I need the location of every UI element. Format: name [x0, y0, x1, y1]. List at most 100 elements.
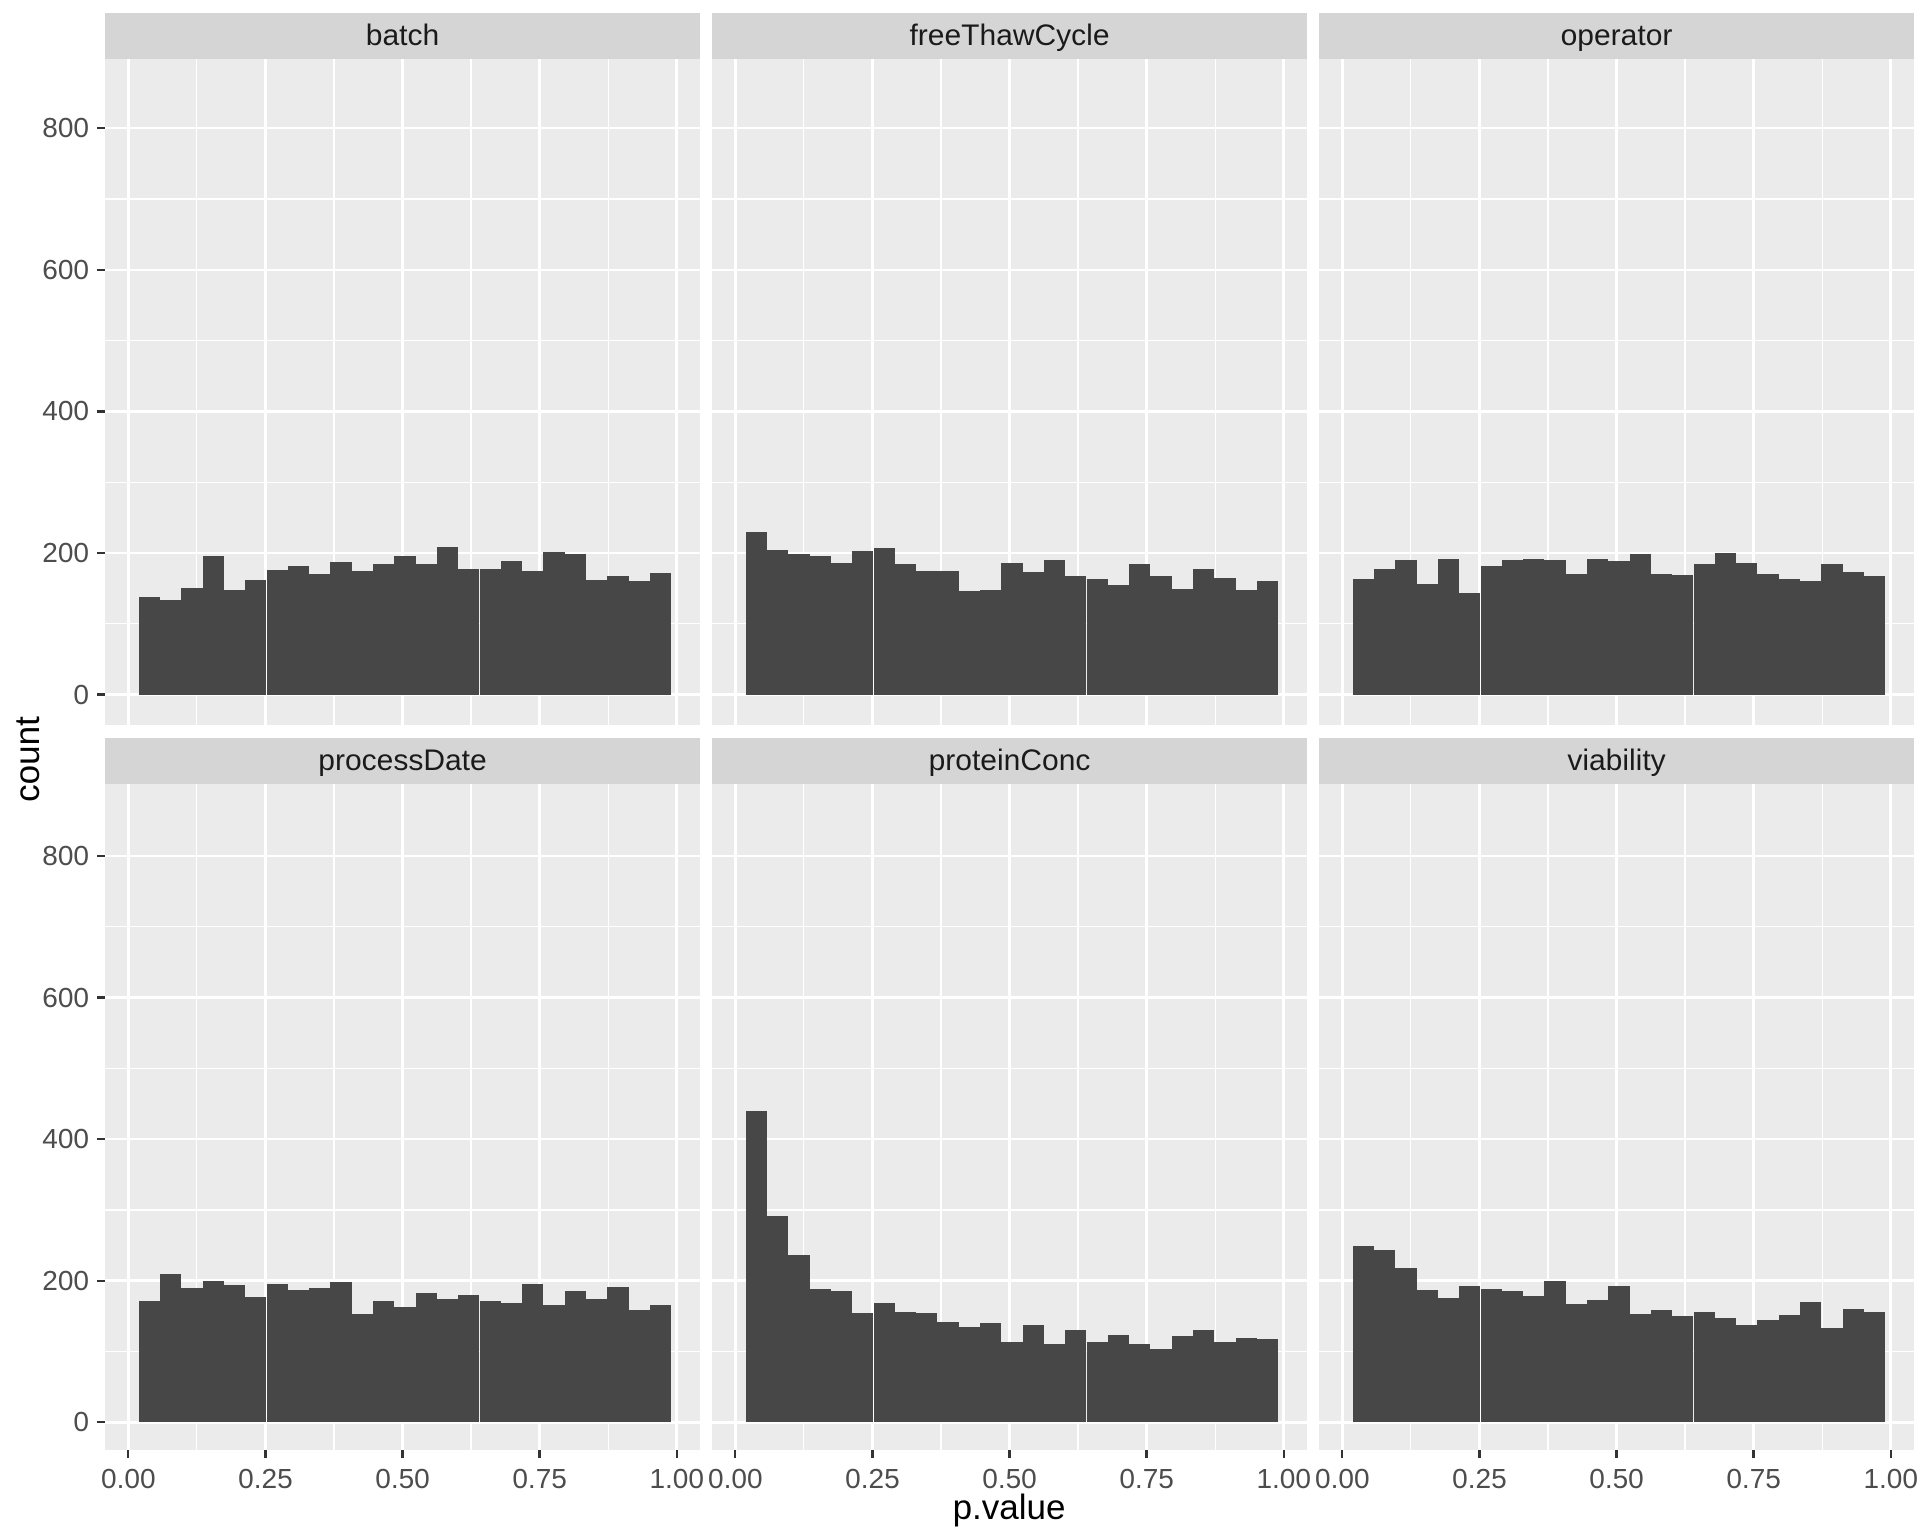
histogram-bar: [245, 579, 267, 695]
histogram-bar: [852, 550, 874, 695]
gridline-x-major: [401, 784, 404, 1450]
y-tick-mark: [97, 1421, 105, 1424]
histogram-bar: [980, 1323, 1002, 1423]
gridline-x-major: [1752, 784, 1755, 1450]
gridline-y-minor: [105, 1067, 700, 1069]
gridline-x-major: [1752, 59, 1755, 725]
histogram-bar: [852, 1312, 874, 1423]
panel-freeThawCycle: [712, 59, 1307, 725]
x-tick-mark: [1008, 1450, 1011, 1458]
histogram-bar: [1352, 579, 1374, 695]
x-axis-title: p.value: [952, 1488, 1066, 1527]
histogram-bar: [1800, 1301, 1822, 1423]
histogram-bar: [1374, 1249, 1396, 1423]
gridline-x-major: [264, 784, 267, 1450]
histogram-bar: [1043, 1343, 1066, 1423]
strip-label-proteinConc: proteinConc: [928, 744, 1091, 777]
gridline-x-minor: [607, 59, 609, 725]
gridline-x-minor: [1684, 784, 1686, 1450]
x-tick-label: 0.00: [1315, 1463, 1370, 1494]
gridline-x-major: [401, 59, 404, 725]
gridline-x-major: [538, 59, 541, 725]
gridline-y-minor: [712, 339, 1307, 342]
gridline-x-major: [1341, 59, 1344, 725]
gridline-y-minor: [105, 481, 700, 483]
y-tick-mark: [97, 693, 105, 696]
gridline-x-minor: [1214, 784, 1216, 1450]
x-tick-label: 0.25: [1452, 1463, 1507, 1494]
histogram-bar: [1672, 574, 1694, 695]
histogram-bar: [479, 1300, 501, 1423]
histogram-bar: [1150, 1349, 1172, 1423]
histogram-bar: [1001, 1342, 1023, 1423]
histogram-bar: [1629, 554, 1651, 695]
histogram-bar: [1778, 1314, 1800, 1423]
histogram-bar: [223, 1284, 246, 1423]
gridline-y-major: [712, 693, 1307, 696]
x-tick-mark: [264, 1450, 267, 1458]
gridline-y-major: [1319, 1137, 1914, 1141]
gridline-y-minor: [1319, 1067, 1914, 1069]
histogram-bar: [1650, 1310, 1673, 1423]
histogram-bar: [873, 1303, 895, 1423]
gridline-x-major: [871, 784, 874, 1450]
histogram-bar: [564, 553, 586, 695]
histogram-bar: [1086, 579, 1108, 695]
gridline-y-major: [712, 996, 1307, 999]
histogram-bar: [607, 576, 629, 695]
histogram-bar: [309, 1288, 331, 1423]
histogram-bar: [1523, 1295, 1545, 1423]
histogram-bar: [1587, 558, 1609, 695]
histogram-bar: [1565, 573, 1587, 695]
histogram-bar: [894, 1311, 917, 1423]
histogram-bar: [1757, 574, 1779, 695]
histogram-bar: [479, 569, 501, 695]
gridline-x-minor: [1077, 59, 1079, 725]
x-tick-label: 0.25: [238, 1463, 293, 1494]
gridline-x-minor: [470, 59, 472, 725]
histogram-bar: [649, 572, 672, 695]
y-tick-mark: [97, 551, 105, 555]
histogram-bar: [415, 563, 437, 695]
histogram-bar: [1842, 572, 1864, 695]
histogram-bar: [1501, 1291, 1524, 1423]
x-tick-label: 0.50: [982, 1463, 1037, 1494]
gridline-y-major: [1319, 1421, 1914, 1424]
gridline-y-minor: [1319, 1209, 1914, 1211]
histogram-bar: [287, 1289, 310, 1423]
histogram-bar: [458, 568, 480, 695]
gridline-y-minor: [712, 1209, 1307, 1211]
x-tick-mark: [1615, 1450, 1618, 1458]
gridline-x-minor: [196, 784, 198, 1450]
gridline-x-minor: [940, 784, 942, 1450]
gridline-x-major: [1478, 59, 1481, 725]
facet-strip-operator: operator: [1319, 13, 1914, 59]
strip-label-operator: operator: [1560, 19, 1673, 52]
histogram-bar: [937, 1322, 959, 1423]
x-tick-label: 0.75: [1726, 1463, 1781, 1494]
gridline-y-minor: [105, 339, 700, 342]
histogram-bar: [1086, 1341, 1108, 1423]
facet-strip-processDate: processDate: [105, 738, 700, 784]
histogram-bar: [1395, 560, 1417, 695]
histogram-bar: [1672, 1316, 1694, 1423]
gridline-x-minor: [1684, 59, 1686, 725]
gridline-x-major: [1341, 784, 1344, 1450]
histogram-bar: [394, 1306, 416, 1423]
histogram-bar: [830, 562, 853, 695]
gridline-y-major: [1319, 693, 1914, 696]
gridline-x-major: [1282, 784, 1285, 1450]
gridline-x-minor: [1410, 59, 1412, 725]
histogram-bar: [202, 555, 224, 695]
histogram-bar: [160, 1273, 182, 1423]
gridline-y-major: [105, 126, 700, 130]
histogram-bar: [649, 1304, 672, 1423]
x-tick-mark: [734, 1450, 737, 1458]
histogram-bar: [1693, 564, 1715, 695]
gridline-x-major: [264, 59, 267, 725]
gridline-x-major: [127, 784, 130, 1450]
y-tick-mark: [97, 268, 105, 271]
histogram-bar: [1523, 558, 1545, 695]
gridline-y-major: [105, 693, 700, 696]
gridline-x-major: [1615, 784, 1618, 1450]
